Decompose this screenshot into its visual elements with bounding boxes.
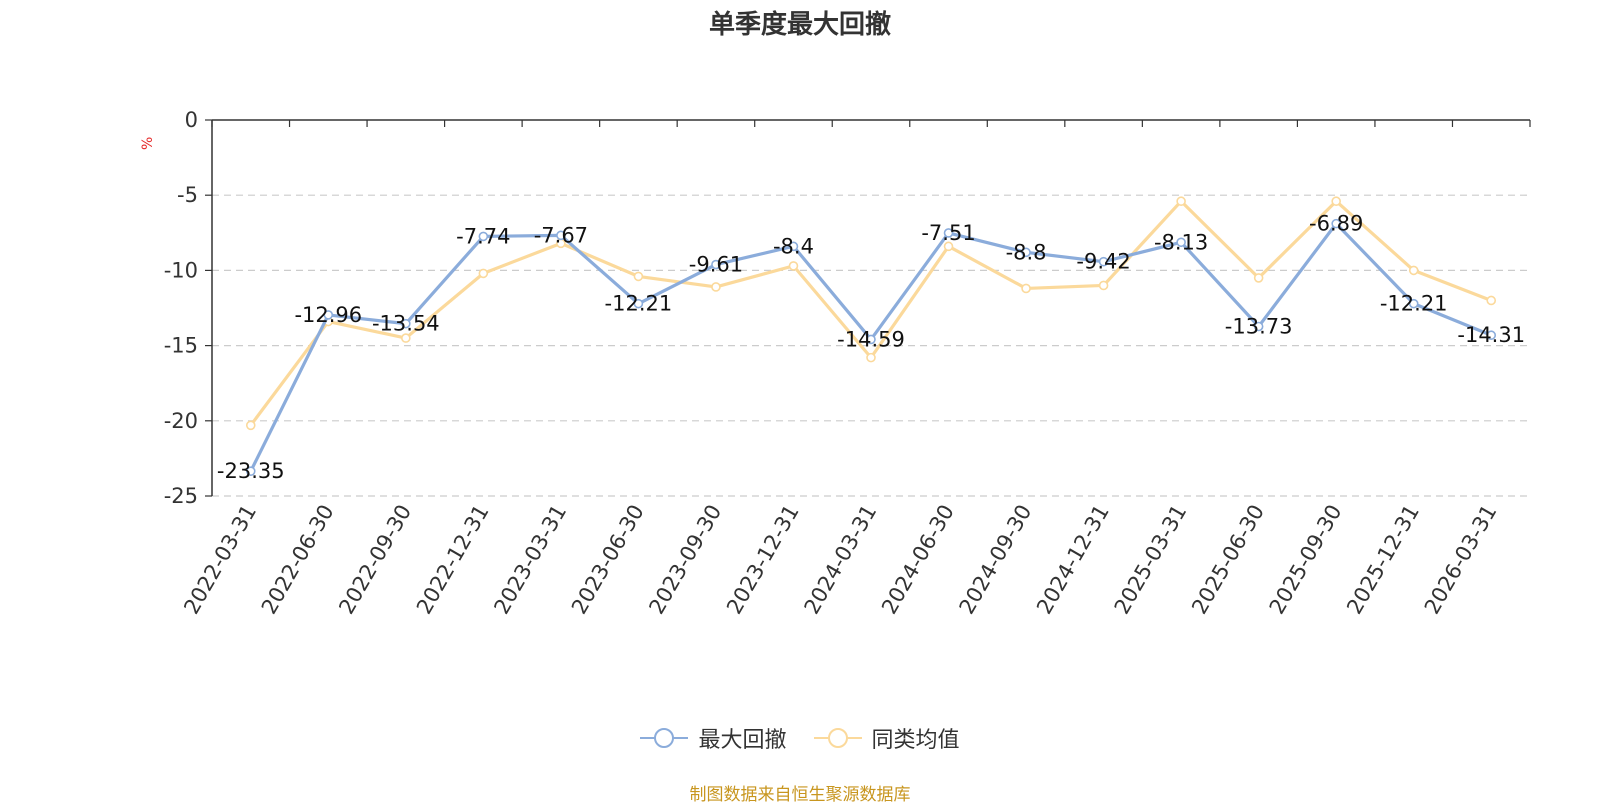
data-point xyxy=(788,241,799,252)
x-tick-label: 2023-09-30 xyxy=(644,501,726,619)
x-tick-label: 2024-03-31 xyxy=(800,501,882,619)
x-tick-label: 2024-12-31 xyxy=(1032,501,1114,619)
data-label: -7.51 xyxy=(921,221,975,245)
source-note: 制图数据来自恒生聚源数据库 xyxy=(689,785,911,805)
data-label: -7.74 xyxy=(456,224,510,248)
data-point xyxy=(323,310,334,320)
x-tick-label: 2025-06-30 xyxy=(1187,501,1269,619)
data-point xyxy=(1486,330,1497,341)
data-label: -6.89 xyxy=(1309,212,1363,236)
x-tick-label: 2022-06-30 xyxy=(257,501,339,619)
data-point xyxy=(401,318,411,329)
data-point xyxy=(1098,256,1109,267)
data-label: -13.73 xyxy=(1225,314,1293,338)
data-point xyxy=(245,466,256,476)
grid-lines xyxy=(212,194,1530,497)
legend-line-marker-icon xyxy=(640,728,689,748)
data-point xyxy=(556,230,566,241)
data-point xyxy=(943,241,954,252)
legend-label: 最大回撤 xyxy=(698,728,787,753)
data-point xyxy=(1253,321,1264,332)
legend-item-max-drawdown[interactable]: 最大回撤 xyxy=(640,722,787,754)
data-label: -7.67 xyxy=(534,223,588,247)
y-tick-label: -5 xyxy=(177,183,198,207)
data-point xyxy=(1021,283,1031,294)
y-tick-label: -15 xyxy=(164,334,198,358)
data-point xyxy=(1253,273,1264,283)
data-label: -9.61 xyxy=(689,253,743,277)
data-point xyxy=(1021,247,1031,258)
data-label: -12.21 xyxy=(1380,292,1448,316)
x-tick-label: 2022-12-31 xyxy=(412,500,494,618)
data-label: -23.35 xyxy=(217,459,285,483)
x-tick-label: 2022-09-30 xyxy=(334,500,416,618)
data-label: -8.4 xyxy=(773,234,814,258)
data-point xyxy=(1098,280,1109,291)
x-tick-label: 2022-03-31 xyxy=(179,501,261,619)
data-label: -8.13 xyxy=(1154,230,1208,254)
x-tick-label: 2025-12-31 xyxy=(1342,501,1424,619)
data-point xyxy=(1176,196,1186,207)
data-label: -12.21 xyxy=(605,292,673,316)
legend-line-marker-icon xyxy=(813,728,862,748)
legend: 最大回撤 同类均值 xyxy=(0,722,1600,756)
y-tick-label: 0 xyxy=(185,108,198,132)
y-tick-label: -20 xyxy=(164,409,198,433)
data-point xyxy=(633,271,644,282)
x-tick-label: 2025-03-31 xyxy=(1110,501,1192,619)
data-label: -12.96 xyxy=(294,303,362,327)
data-point xyxy=(866,352,876,363)
data-labels: -23.35-12.96 -13.54-7.74 -7.67-12.21-9.61-… xyxy=(217,212,1525,484)
x-tick-label: 2023-12-31 xyxy=(722,501,804,619)
axes: 0-5-10-15-20-252022-03-312022-06-302022-… xyxy=(164,108,1531,619)
data-label: -14.31 xyxy=(1457,323,1525,347)
x-tick-label: 2026-03-31 xyxy=(1420,501,1502,619)
data-point xyxy=(478,231,489,242)
data-point xyxy=(1486,295,1497,306)
data-label: -13.54 xyxy=(372,312,440,336)
data-point xyxy=(943,228,954,238)
data-point xyxy=(1331,196,1341,207)
x-tick-label: 2024-06-30 xyxy=(877,501,959,619)
data-point xyxy=(866,334,876,345)
y-tick-label: -25 xyxy=(164,484,198,508)
data-point xyxy=(711,259,721,270)
data-label: -8.8 xyxy=(1006,240,1047,264)
y-tick-label: -10 xyxy=(164,258,198,282)
data-point xyxy=(1408,265,1419,276)
legend-label: 同类均值 xyxy=(871,728,960,753)
data-point xyxy=(401,333,411,343)
chart-title: 单季度最大回撤 xyxy=(708,10,891,40)
data-point xyxy=(478,268,489,279)
x-tick-label: 2023-03-31 xyxy=(489,501,571,619)
x-tick-label: 2024-09-30 xyxy=(955,501,1037,619)
data-point xyxy=(711,282,721,292)
data-label: -9.42 xyxy=(1076,250,1130,274)
x-tick-label: 2023-06-30 xyxy=(567,501,649,619)
data-point xyxy=(1408,298,1419,309)
data-point xyxy=(1176,237,1186,248)
legend-item-peer-average[interactable]: 同类均值 xyxy=(813,722,960,754)
data-point xyxy=(633,298,644,309)
data-point xyxy=(788,261,799,271)
data-point xyxy=(245,420,256,431)
series-lines xyxy=(245,196,1497,476)
x-tick-label: 2025-09-30 xyxy=(1265,501,1347,619)
data-label: -14.59 xyxy=(837,327,905,351)
data-point xyxy=(1331,218,1341,229)
